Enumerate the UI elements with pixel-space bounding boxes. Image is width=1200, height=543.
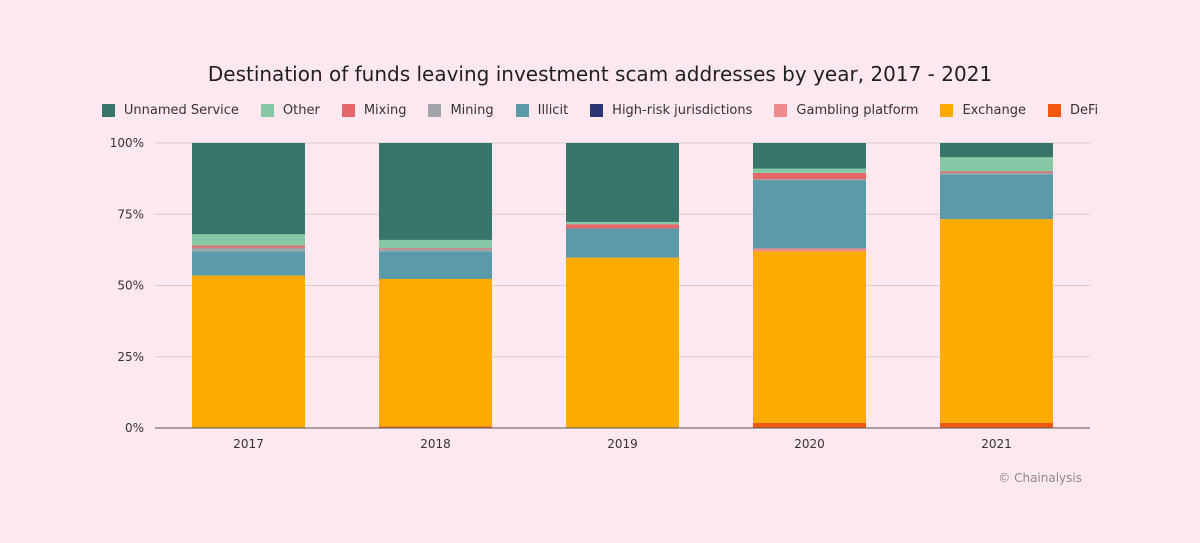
bar-segment-unnamed-service-2019 [566, 143, 679, 222]
bar-segment-mining-2020 [753, 179, 866, 181]
legend-label: Illicit [537, 103, 569, 118]
bar-segment-exchange-2018 [379, 278, 492, 427]
bar-segment-exchange-2019 [566, 257, 679, 428]
legend-item-unnamed-service: Unnamed Service [101, 103, 239, 118]
bar-segment-gambling-platform-2020 [753, 248, 866, 252]
bar-segment-exchange-2021 [940, 219, 1053, 423]
legend-swatch [341, 104, 355, 117]
bar-segment-illicit-2017 [192, 251, 305, 276]
bar-segment-defi-2018 [379, 426, 492, 428]
bar-segment-illicit-2020 [753, 180, 866, 249]
legend-item-defi: DeFi [1047, 103, 1099, 118]
y-tick-label: 100% [110, 136, 144, 150]
bar-segment-illicit-2021 [940, 174, 1053, 220]
legend-swatch [774, 104, 788, 117]
bar-segment-exchange-2020 [753, 251, 866, 423]
bar-segment-unnamed-service-2020 [753, 143, 866, 169]
legend-item-gambling-platform: Gambling platform [774, 103, 918, 118]
bar-segment-exchange-2017 [192, 275, 305, 428]
source-credit: © Chainalysis [998, 471, 1082, 485]
legend-swatch [515, 104, 529, 117]
bar-segment-unnamed-service-2021 [940, 143, 1053, 158]
legend-item-mining: Mining [428, 103, 494, 118]
legend-swatch [590, 104, 604, 117]
legend-label: Mining [450, 103, 494, 118]
y-tick-label: 50% [117, 279, 144, 293]
x-tick-label: 2019 [607, 437, 638, 451]
legend-item-high-risk-jurisdictions: High-risk jurisdictions [590, 103, 752, 118]
bar-segment-unnamed-service-2018 [379, 143, 492, 240]
x-tick-label: 2018 [420, 437, 451, 451]
legend-item-other: Other [260, 103, 320, 118]
bar-segment-mixing-2021 [940, 171, 1053, 173]
x-tick-label: 2017 [233, 437, 264, 451]
legend-swatch [1047, 104, 1061, 117]
y-tick-label: 0% [125, 421, 144, 435]
bar-segment-other-2021 [940, 157, 1053, 172]
bar-segment-mining-2021 [940, 172, 1053, 175]
legend-label: Mixing [363, 103, 407, 118]
bar-segment-other-2020 [753, 168, 866, 173]
legend-item-mixing: Mixing [341, 103, 407, 118]
bar-segment-other-2018 [379, 239, 492, 249]
legend-label: DeFi [1069, 103, 1099, 118]
bar-segment-defi-2020 [753, 422, 866, 428]
bar-segment-mixing-2017 [192, 245, 305, 248]
chart-legend: Unnamed Service Other Mixing Mining Illicit H… [0, 103, 1200, 118]
legend-swatch [940, 104, 954, 117]
bar-segment-mining-2017 [192, 247, 305, 252]
bar-segment-illicit-2018 [379, 251, 492, 279]
legend-item-exchange: Exchange [940, 103, 1026, 118]
bar-segment-mining-2018 [379, 249, 492, 252]
bar-segment-illicit-2019 [566, 228, 679, 258]
legend-label: Unnamed Service [123, 103, 239, 118]
bar-segment-unnamed-service-2017 [192, 143, 305, 235]
legend-swatch [101, 104, 115, 117]
x-tick-label: 2021 [981, 437, 1012, 451]
legend-item-illicit: Illicit [515, 103, 569, 118]
x-tick-label: 2020 [794, 437, 825, 451]
bar-segment-defi-2021 [940, 422, 1053, 428]
bar-segment-mixing-2018 [379, 248, 492, 250]
y-tick-label: 25% [117, 350, 144, 364]
y-tick-label: 75% [117, 207, 144, 221]
bar-segment-mixing-2020 [753, 172, 866, 180]
legend-label: Gambling platform [796, 103, 919, 118]
legend-swatch [260, 104, 274, 117]
chart-title: Destination of funds leaving investment … [207, 62, 993, 86]
legend-swatch [428, 104, 442, 117]
bar-segment-other-2019 [566, 221, 679, 225]
legend-label: High-risk jurisdictions [612, 103, 753, 118]
bar-segment-mixing-2019 [566, 224, 679, 229]
bar-segment-other-2017 [192, 234, 305, 246]
legend-label: Exchange [962, 103, 1026, 118]
legend-label: Other [282, 103, 320, 118]
